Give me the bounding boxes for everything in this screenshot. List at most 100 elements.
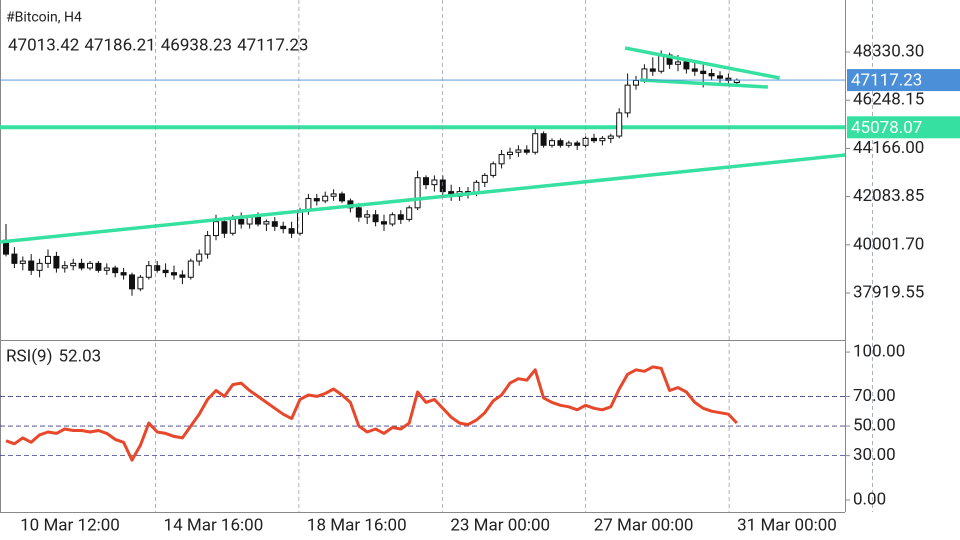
rsi-line bbox=[5, 365, 738, 462]
x-tick-label: 27 Mar 00:00 bbox=[594, 515, 694, 535]
rsi-tick-label: 0.00 bbox=[853, 490, 886, 510]
x-tick-label: 31 Mar 00:00 bbox=[737, 515, 837, 535]
ohlc-value: 47186.21 bbox=[84, 35, 155, 55]
candle-body bbox=[540, 133, 547, 146]
candle-body bbox=[112, 267, 119, 274]
candle-body bbox=[607, 135, 614, 139]
rsi-name: RSI(9) bbox=[6, 346, 52, 366]
y-tick-label: 46248.15 bbox=[853, 90, 924, 110]
candle-body bbox=[675, 61, 681, 65]
rsi-tick-label: 70.00 bbox=[853, 386, 896, 406]
candle-body bbox=[683, 61, 690, 70]
candle-body bbox=[271, 221, 278, 227]
ohlc-value: 47013.42 bbox=[8, 35, 79, 55]
candle-body bbox=[691, 68, 698, 72]
trendline bbox=[0, 153, 845, 244]
ohlc-value: 46938.23 bbox=[161, 35, 232, 55]
candle-body bbox=[95, 262, 102, 271]
price-pane bbox=[0, 46, 845, 296]
candle-body bbox=[364, 214, 371, 218]
candle-body bbox=[171, 272, 177, 276]
candle-body bbox=[238, 218, 245, 225]
candle-body bbox=[229, 218, 236, 234]
y-tick-label: 44166.00 bbox=[853, 138, 924, 158]
candle-body bbox=[355, 207, 362, 218]
candle-body bbox=[36, 262, 43, 271]
candle-body bbox=[297, 209, 303, 234]
candle-body bbox=[263, 221, 270, 225]
candle-body bbox=[423, 177, 429, 186]
candle-body bbox=[490, 163, 497, 176]
candle-body bbox=[213, 221, 219, 237]
y-tick-label: 42083.85 bbox=[853, 186, 924, 206]
candle-body bbox=[700, 70, 707, 75]
candle-body bbox=[322, 195, 329, 202]
candle-body bbox=[658, 54, 665, 72]
chart-title: #Bitcoin, H4 bbox=[6, 10, 82, 26]
candle-body bbox=[103, 267, 110, 271]
candle-body bbox=[414, 177, 421, 209]
candle-body bbox=[19, 260, 26, 264]
x-tick-label: 23 Mar 00:00 bbox=[450, 515, 550, 535]
candle-body bbox=[280, 225, 287, 230]
candle-body bbox=[145, 265, 152, 278]
candle-body bbox=[549, 140, 555, 146]
candle-body bbox=[389, 214, 396, 225]
candle-body bbox=[633, 79, 639, 86]
candle-body bbox=[591, 137, 597, 142]
candle-body bbox=[717, 75, 723, 79]
candle-body bbox=[481, 174, 488, 183]
candle-body bbox=[204, 235, 211, 255]
candle-body bbox=[78, 262, 85, 269]
candle-body bbox=[439, 179, 446, 193]
candle-body bbox=[162, 269, 169, 274]
candle-body bbox=[372, 214, 379, 223]
candle-body bbox=[515, 149, 522, 153]
candle-body bbox=[154, 265, 161, 271]
trendline bbox=[640, 78, 768, 89]
y-tick-label: 40001.70 bbox=[853, 234, 924, 254]
candle-body bbox=[599, 137, 606, 142]
candle-body bbox=[255, 216, 261, 225]
level-label-box bbox=[847, 116, 960, 139]
rsi-tick-label: 100.00 bbox=[853, 342, 905, 362]
candle-body bbox=[616, 112, 623, 137]
candle-body bbox=[523, 149, 530, 153]
candle-body bbox=[565, 142, 572, 146]
candle-body bbox=[53, 255, 60, 269]
candle-body bbox=[61, 265, 68, 269]
candle-body bbox=[381, 221, 387, 225]
candle-body bbox=[196, 253, 203, 262]
candle-body bbox=[397, 214, 404, 220]
candle-body bbox=[45, 255, 51, 264]
candle-body bbox=[313, 198, 320, 202]
candle-body bbox=[120, 272, 127, 276]
price-label: 47117.23 bbox=[851, 71, 922, 91]
candle-body bbox=[11, 253, 18, 264]
x-tick-label: 14 Mar 16:00 bbox=[164, 515, 264, 535]
rsi-tick-label: 50.00 bbox=[853, 416, 896, 436]
candle-body bbox=[708, 73, 715, 77]
y-tick-label: 37919.55 bbox=[853, 282, 924, 302]
level-label: 45078.07 bbox=[851, 118, 922, 138]
price-label-box bbox=[847, 69, 960, 92]
y-tick-label: 48330.30 bbox=[853, 41, 924, 61]
candle-body bbox=[532, 133, 539, 153]
candle-body bbox=[339, 193, 345, 202]
candle-body bbox=[431, 179, 438, 186]
candle-body bbox=[129, 274, 135, 290]
candle-body bbox=[507, 151, 513, 156]
rsi-value: 52.03 bbox=[58, 346, 101, 366]
candle-body bbox=[498, 154, 505, 165]
candle-body bbox=[70, 262, 77, 267]
candle-body bbox=[137, 276, 144, 290]
candle-body bbox=[557, 140, 564, 146]
candle-body bbox=[330, 193, 337, 197]
candle-body bbox=[87, 262, 93, 269]
trendline bbox=[624, 46, 780, 80]
candle-body bbox=[179, 274, 186, 278]
x-tick-label: 10 Mar 12:00 bbox=[20, 515, 120, 535]
